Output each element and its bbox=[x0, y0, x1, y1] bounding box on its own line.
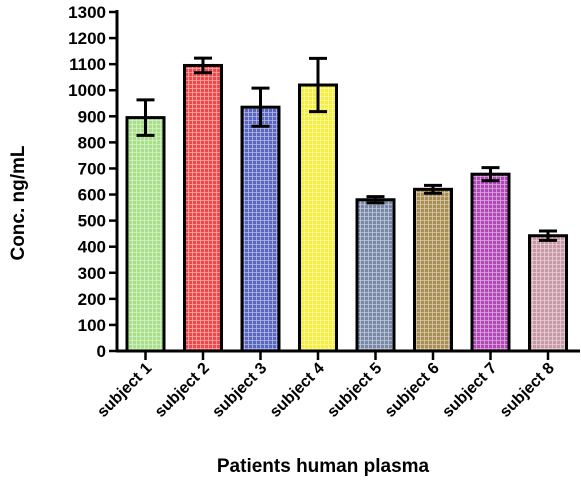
y-tick-label: 200 bbox=[78, 290, 106, 309]
y-tick-label: 0 bbox=[97, 342, 106, 361]
y-tick-label: 700 bbox=[78, 159, 106, 178]
bar-outline bbox=[528, 234, 568, 353]
bar-outline bbox=[298, 83, 338, 353]
y-tick-label: 1100 bbox=[69, 55, 106, 74]
bar-outline bbox=[355, 198, 396, 353]
x-tick-label: subject 6 bbox=[382, 360, 443, 421]
x-tick-label: subject 7 bbox=[439, 360, 500, 421]
y-tick-label: 800 bbox=[78, 133, 106, 152]
y-tick-label: 1000 bbox=[68, 81, 106, 100]
x-tick-label: subject 8 bbox=[497, 360, 558, 421]
y-tick-label: 600 bbox=[78, 186, 106, 205]
y-tick-label: 1200 bbox=[68, 29, 106, 48]
y-tick-label: 900 bbox=[78, 107, 106, 126]
bar-outline bbox=[470, 172, 511, 353]
x-tick-label: subject 1 bbox=[94, 360, 155, 421]
x-tick-label: subject 3 bbox=[209, 360, 270, 421]
x-axis-title: Patients human plasma bbox=[217, 456, 430, 477]
x-tick-label: subject 2 bbox=[152, 360, 213, 421]
axes bbox=[115, 10, 580, 353]
error-bars bbox=[136, 56, 557, 242]
bar-outline bbox=[413, 187, 453, 353]
bar-outline bbox=[183, 63, 223, 353]
bar-outline bbox=[125, 116, 166, 353]
y-axis-ticks: 0 100 200 300 400 500 600 700 800 900 1000 1100 1200… bbox=[68, 3, 117, 361]
bars bbox=[125, 63, 568, 353]
y-tick-label: 500 bbox=[78, 212, 106, 231]
bar-outline bbox=[240, 105, 281, 353]
y-tick-label: 400 bbox=[78, 238, 106, 257]
y-tick-label: 300 bbox=[78, 264, 106, 283]
y-axis-title: Conc. ng/mL bbox=[8, 145, 29, 260]
x-tick-label: subject 5 bbox=[324, 360, 385, 421]
x-tick-label: subject 4 bbox=[267, 360, 328, 421]
y-tick-label: 1300 bbox=[68, 3, 106, 22]
y-tick-label: 100 bbox=[78, 316, 106, 335]
